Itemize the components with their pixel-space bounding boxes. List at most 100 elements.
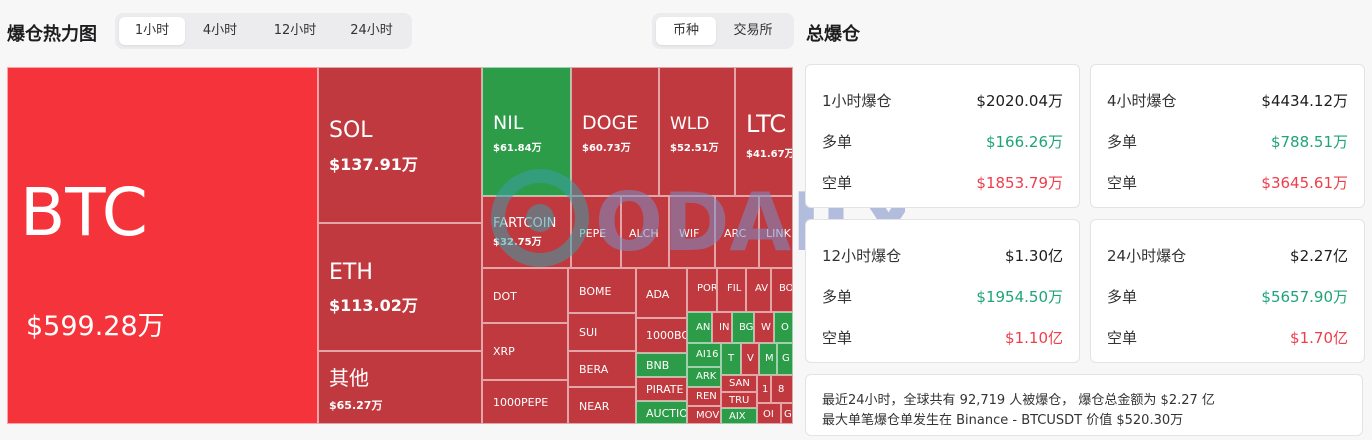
tile-w[interactable]: W <box>754 312 774 343</box>
tile-1000pepe[interactable]: 1000PEPE <box>482 380 568 424</box>
tile-symbol: POR <box>697 283 717 294</box>
tile-symbol: DOGE <box>582 112 639 134</box>
tab-coin[interactable]: 币种 <box>656 17 716 45</box>
tile-pirate[interactable]: PIRATE <box>636 377 687 401</box>
tile-pepe[interactable]: PEPE <box>571 196 621 268</box>
tile-aix[interactable]: AIX <box>721 408 757 424</box>
tile-symbol: 其他 <box>329 366 369 390</box>
tile-t[interactable]: T <box>721 343 741 375</box>
tile-mov[interactable]: MOV <box>687 406 721 424</box>
tile-nil[interactable]: NIL $61.84万 <box>482 67 571 196</box>
tile-symbol: DOT <box>493 290 517 303</box>
tile-san[interactable]: SAN <box>721 375 757 392</box>
tile-symbol: FARTCOIN <box>493 216 557 231</box>
tile-symbol: ARC <box>724 227 747 240</box>
card-total: $1.30亿 <box>1005 247 1063 265</box>
tile-value: $52.51万 <box>670 143 719 154</box>
tile-arc[interactable]: ARC <box>715 196 759 268</box>
tile-sui[interactable]: SUI <box>568 313 636 351</box>
tile-1[interactable]: 1 <box>757 375 771 403</box>
tile-bome[interactable]: BOME <box>568 268 636 313</box>
tile-auction[interactable]: AUCTIO <box>636 401 687 424</box>
tile-oi[interactable]: OI <box>757 403 781 424</box>
short-label: 空单 <box>822 329 853 347</box>
tile-value: $599.28万 <box>26 311 165 342</box>
tile-symbol: LTC <box>746 110 787 138</box>
tile-g[interactable]: G <box>777 343 793 375</box>
tile-8[interactable]: 8 <box>771 375 793 403</box>
tile-symbol: 1000BO <box>646 329 687 342</box>
tab-1h[interactable]: 1小时 <box>119 17 185 45</box>
tile-fartcoin[interactable]: FARTCOIN $32.75万 <box>482 196 571 268</box>
tile-ltc[interactable]: LTC $41.67万 <box>735 67 793 196</box>
tile-symbol: ALCH <box>629 227 659 240</box>
tile-m[interactable]: M <box>759 343 777 375</box>
tile-bera[interactable]: BERA <box>568 351 636 387</box>
tile-value: $137.91万 <box>329 155 418 174</box>
short-value: $1853.79万 <box>976 174 1063 192</box>
tab-4h[interactable]: 4小时 <box>202 23 238 38</box>
tile-fil[interactable]: FIL <box>717 268 746 312</box>
tile-symbol: WLD <box>670 114 710 134</box>
card-12h: 12小时爆仓 $1.30亿 多单 $1954.50万 空单 $1.10亿 <box>805 219 1080 363</box>
tile-near[interactable]: NEAR <box>568 387 636 424</box>
tab-exchange[interactable]: 交易所 <box>733 23 773 38</box>
tile-wif[interactable]: WIF <box>669 196 715 268</box>
tile-sol[interactable]: SOL $137.91万 <box>318 67 482 223</box>
tile-alch[interactable]: ALCH <box>621 196 669 268</box>
long-label: 多单 <box>822 288 853 306</box>
tab-12h[interactable]: 12小时 <box>273 23 317 38</box>
tile-value: $60.73万 <box>582 143 631 154</box>
tile-symbol: BTC <box>20 174 148 251</box>
tile-symbol: BG <box>739 322 754 333</box>
tile-symbol: O <box>781 322 789 333</box>
tile-symbol: ADA <box>646 288 670 301</box>
tile-doge[interactable]: DOGE $60.73万 <box>571 67 659 196</box>
tile-symbol: OI <box>763 409 774 420</box>
tile-v[interactable]: V <box>741 343 759 375</box>
summary-line: 最近24小时，全球共有 92,719 人被爆仓， 爆仓总金额为 $2.27 亿 <box>822 393 1215 408</box>
tile-av[interactable]: AV <box>746 268 771 312</box>
tile-wld[interactable]: WLD $52.51万 <box>659 67 735 196</box>
tile-an[interactable]: AN <box>687 312 712 343</box>
tile-btc[interactable]: BTC $599.28万 <box>7 67 318 424</box>
tile-tru[interactable]: TRU <box>721 392 757 408</box>
tile-por[interactable]: POR <box>687 268 717 312</box>
tile-symbol: 1000PEPE <box>493 396 549 409</box>
tile-dot[interactable]: DOT <box>482 268 568 323</box>
card-period: 24小时爆仓 <box>1107 247 1187 265</box>
tile-link[interactable]: LINK <box>759 196 793 268</box>
tile-ada[interactable]: ADA <box>636 268 687 318</box>
tile-bo[interactable]: BO <box>771 268 793 312</box>
tile-symbol: BOME <box>579 285 612 298</box>
tile-symbol: SAN <box>729 378 750 389</box>
tile-symbol: SUI <box>579 326 598 339</box>
liquidation-treemap: BTC $599.28万 SOL $137.91万 ETH $113.02万 其… <box>7 67 793 424</box>
tile-eth[interactable]: ETH $113.02万 <box>318 223 482 351</box>
tile-symbol: LINK <box>766 227 791 240</box>
tile-bnb[interactable]: BNB <box>636 353 687 377</box>
tile-xrp[interactable]: XRP <box>482 323 568 380</box>
tile-ai16[interactable]: AI16 <box>687 343 721 367</box>
tile-symbol: IN <box>719 322 730 333</box>
tile-ark[interactable]: ARK <box>687 367 721 387</box>
tile-bg[interactable]: BG <box>732 312 754 343</box>
tile-in[interactable]: IN <box>712 312 732 343</box>
tile-symbol: 1 <box>762 384 769 395</box>
long-value: $1954.50万 <box>976 288 1063 306</box>
tile-ren[interactable]: REN <box>687 387 721 406</box>
tile-1000bo[interactable]: 1000BO <box>636 318 687 353</box>
tile-symbol: W <box>761 322 771 333</box>
tile-g2[interactable]: G <box>781 403 793 424</box>
tile-symbol: BNB <box>646 359 670 372</box>
card-period: 4小时爆仓 <box>1107 92 1177 110</box>
tile-value: $113.02万 <box>329 296 418 315</box>
tile-value: $41.67万 <box>746 149 793 160</box>
tile-symbol: BO <box>779 283 793 294</box>
tile-o[interactable]: O <box>774 312 793 343</box>
tile-other[interactable]: 其他 $65.27万 <box>318 351 482 424</box>
tab-24h[interactable]: 24小时 <box>350 23 393 38</box>
tile-value: $32.75万 <box>493 237 542 248</box>
tile-symbol: M <box>765 353 774 364</box>
tile-symbol: 8 <box>778 384 785 395</box>
